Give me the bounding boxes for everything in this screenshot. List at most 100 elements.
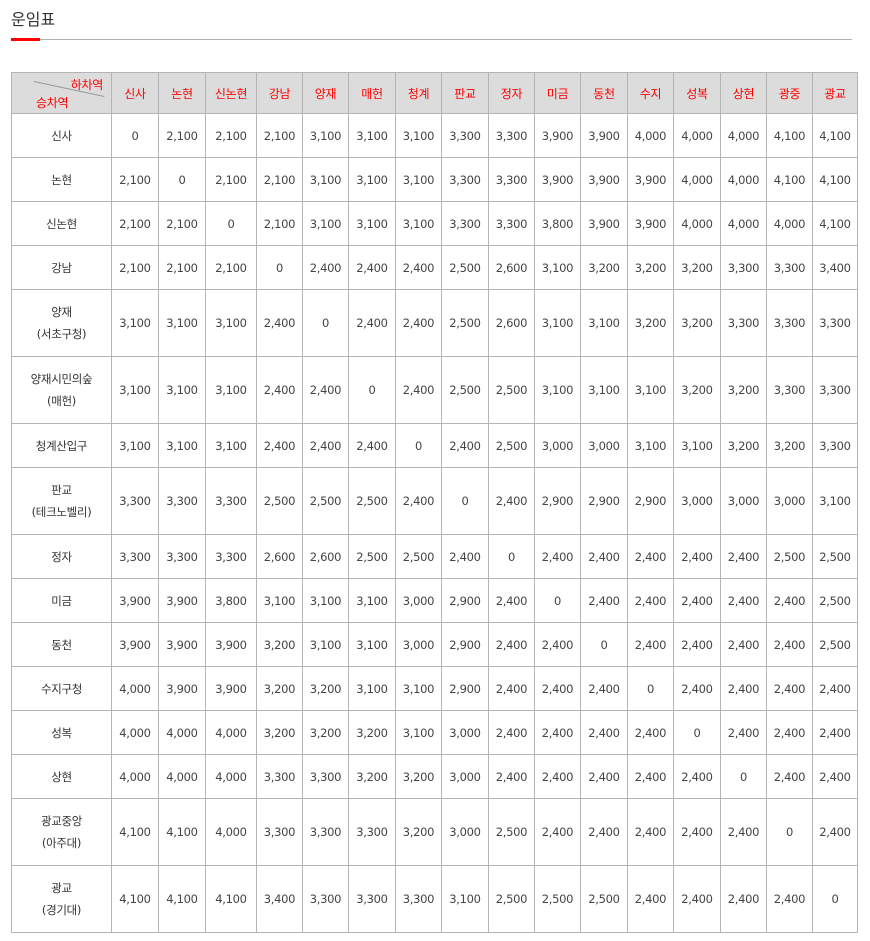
fare-cell: 2,400 (488, 578, 535, 623)
fare-cell: 4,100 (812, 157, 858, 202)
fare-cell: 2,100 (158, 113, 206, 158)
station-subname: (서초구청) (36, 327, 87, 341)
fare-cell: 4,100 (205, 865, 257, 933)
fare-cell: 3,200 (627, 245, 674, 290)
fare-cell: 2,400 (766, 666, 813, 711)
column-header: 청계 (395, 72, 442, 114)
fare-cell: 2,400 (580, 534, 628, 579)
row-header: 광교 (경기대) (11, 865, 112, 933)
fare-cell: 3,900 (627, 157, 674, 202)
fare-cell: 2,400 (812, 710, 858, 755)
fare-cell: 2,400 (766, 578, 813, 623)
fare-cell: 3,100 (348, 157, 396, 202)
row-header: 성복 (11, 710, 112, 755)
fare-cell: 2,500 (256, 467, 303, 535)
row-header: 양재 (서초구청) (11, 289, 112, 357)
fare-cell: 2,400 (627, 798, 674, 866)
column-header: 정자 (488, 72, 535, 114)
fare-cell: 3,200 (348, 754, 396, 799)
fare-cell: 2,400 (766, 710, 813, 755)
fare-cell: 3,200 (302, 666, 349, 711)
fare-cell: 2,400 (673, 578, 721, 623)
fare-cell: 3,100 (348, 201, 396, 246)
fare-cell: 3,300 (441, 157, 489, 202)
fare-cell: 3,100 (395, 113, 442, 158)
fare-cell: 2,400 (256, 289, 303, 357)
fare-cell: 3,100 (256, 578, 303, 623)
column-header: 강남 (256, 72, 303, 114)
fare-cell: 2,400 (534, 798, 581, 866)
fare-cell: 4,000 (111, 666, 159, 711)
column-header: 상현 (720, 72, 767, 114)
fare-cell: 3,100 (348, 113, 396, 158)
row-header: 신논현 (11, 201, 112, 246)
fare-cell: 2,900 (580, 467, 628, 535)
fare-cell: 2,100 (111, 157, 159, 202)
station-name: 신논현 (46, 216, 77, 231)
fare-cell: 3,100 (158, 423, 206, 468)
station-subname: (매헌) (47, 394, 76, 408)
fare-cell: 2,400 (441, 423, 489, 468)
station-name: 강남 (51, 260, 72, 275)
fare-cell: 0 (256, 245, 303, 290)
fare-cell: 3,100 (348, 622, 396, 667)
fare-cell: 3,300 (812, 423, 858, 468)
fare-cell: 2,500 (488, 865, 535, 933)
fare-cell: 4,000 (205, 754, 257, 799)
column-header: 신사 (111, 72, 159, 114)
fare-cell: 3,000 (441, 798, 489, 866)
fare-cell: 3,300 (111, 534, 159, 579)
fare-cell: 2,100 (158, 245, 206, 290)
fare-cell: 3,100 (302, 201, 349, 246)
fare-cell: 3,300 (348, 798, 396, 866)
fare-cell: 2,100 (158, 201, 206, 246)
fare-cell: 0 (395, 423, 442, 468)
station-name: 양재 (51, 305, 72, 319)
fare-cell: 2,100 (111, 245, 159, 290)
fare-cell: 3,400 (812, 245, 858, 290)
column-header: 동천 (580, 72, 628, 114)
fare-cell: 2,500 (812, 578, 858, 623)
fare-cell: 3,900 (205, 666, 257, 711)
fare-cell: 2,400 (488, 467, 535, 535)
fare-cell: 2,400 (812, 798, 858, 866)
table-row: 광교 (경기대) 4,100 4,100 4,100 3,400 3,300 3,300 3,3… (11, 865, 858, 933)
fare-cell: 3,100 (348, 666, 396, 711)
row-header: 신사 (11, 113, 112, 158)
fare-cell: 3,300 (205, 467, 257, 535)
fare-cell: 2,500 (812, 622, 858, 667)
fare-cell: 3,300 (302, 754, 349, 799)
fare-cell: 2,400 (627, 865, 674, 933)
fare-cell: 2,500 (488, 423, 535, 468)
fare-cell: 2,400 (488, 710, 535, 755)
fare-cell: 2,400 (580, 710, 628, 755)
station-name: 광교중앙 (40, 814, 83, 828)
fare-cell: 0 (580, 622, 628, 667)
fare-cell: 2,900 (441, 578, 489, 623)
row-header: 청계산입구 (11, 423, 112, 468)
fare-cell: 3,000 (673, 467, 721, 535)
fare-cell: 2,500 (441, 356, 489, 424)
table-row: 정자 3,300 3,300 3,300 2,600 2,600 2,500 2,500 2,4… (11, 534, 858, 579)
fare-cell: 2,400 (812, 754, 858, 799)
row-header: 광교중앙 (아주대) (11, 798, 112, 866)
row-header: 논현 (11, 157, 112, 202)
fare-cell: 0 (441, 467, 489, 535)
corner-header: 하차역 승차역 (11, 72, 112, 114)
fare-cell: 3,300 (812, 289, 858, 357)
fare-cell: 3,100 (205, 423, 257, 468)
fare-cell: 2,400 (302, 423, 349, 468)
station-name: 양재시민의숲 (30, 372, 93, 386)
fare-cell: 2,500 (766, 534, 813, 579)
table-row: 수지구청 4,000 3,900 3,900 3,200 3,200 3,100 3,100 2… (11, 666, 858, 711)
fare-cell: 3,200 (627, 289, 674, 357)
fare-cell: 3,300 (256, 754, 303, 799)
fare-cell: 2,400 (720, 578, 767, 623)
fare-cell: 2,100 (256, 113, 303, 158)
fare-cell: 3,200 (256, 666, 303, 711)
fare-cell: 3,900 (158, 622, 206, 667)
fare-cell: 0 (534, 578, 581, 623)
station-subname: (테크노벨리) (31, 505, 92, 519)
table-row: 강남 2,100 2,100 2,100 0 2,400 2,400 2,400 2,500 2,… (11, 245, 858, 290)
fare-cell: 3,300 (302, 865, 349, 933)
